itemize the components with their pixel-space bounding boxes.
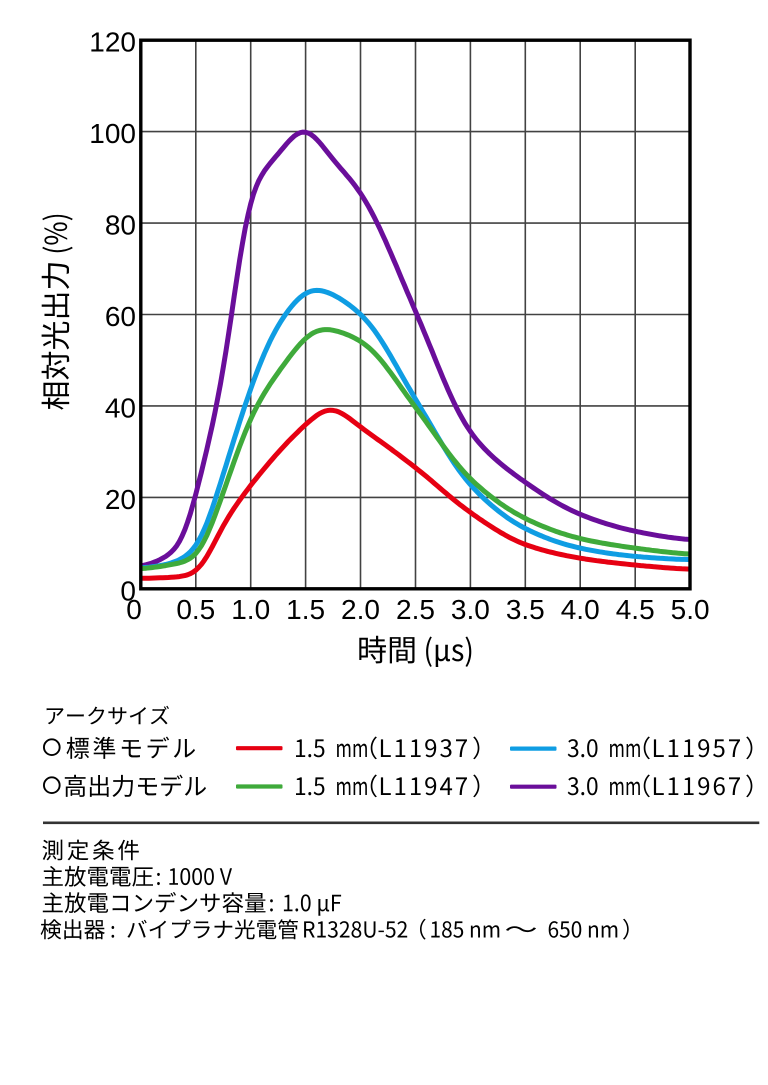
svg-text:1.0: 1.0 (231, 594, 270, 625)
svg-text:3.0: 3.0 (451, 594, 490, 625)
svg-text:0: 0 (126, 594, 142, 625)
svg-text:4.0: 4.0 (561, 594, 600, 625)
svg-text:2.0: 2.0 (341, 594, 380, 625)
svg-text:60: 60 (105, 301, 136, 332)
svg-text:5.0: 5.0 (671, 594, 710, 625)
svg-text:0.5: 0.5 (176, 594, 215, 625)
svg-text:1.5: 1.5 (286, 594, 325, 625)
svg-text:0: 0 (120, 575, 136, 606)
svg-text:40: 40 (105, 392, 136, 423)
svg-text:20: 20 (105, 484, 136, 515)
svg-text:120: 120 (89, 27, 136, 58)
svg-text:100: 100 (89, 118, 136, 149)
svg-text:3.5: 3.5 (506, 594, 545, 625)
svg-text:2.5: 2.5 (396, 594, 435, 625)
svg-text:80: 80 (105, 210, 136, 241)
svg-text:4.5: 4.5 (616, 594, 655, 625)
